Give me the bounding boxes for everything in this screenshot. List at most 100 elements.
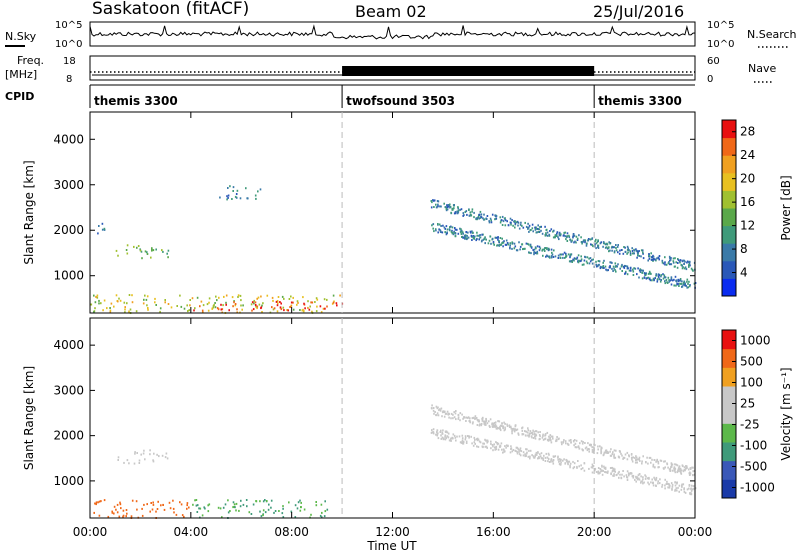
power-point — [218, 296, 220, 299]
power-point — [273, 307, 276, 310]
power-point — [133, 245, 135, 248]
velocity-point — [674, 488, 677, 491]
power-point — [684, 282, 686, 285]
power-point — [572, 233, 575, 236]
power-point — [669, 263, 671, 266]
velocity-point — [315, 501, 317, 503]
velocity-point — [141, 514, 144, 517]
velocity-point — [690, 489, 693, 492]
velocity-point — [510, 447, 513, 450]
velocity-point — [555, 438, 558, 441]
velocity-point — [674, 481, 676, 484]
power-colorbar-swatch — [722, 137, 736, 156]
power-point — [432, 227, 434, 230]
power-colorbar-swatch — [722, 260, 736, 279]
velocity-point — [499, 445, 502, 448]
power-point — [682, 281, 685, 284]
power-point — [507, 243, 510, 246]
power-point — [151, 247, 153, 250]
power-point — [152, 249, 155, 252]
velocity-point — [684, 491, 687, 494]
power-point — [302, 296, 304, 299]
power-point — [146, 253, 149, 255]
velocity-point — [514, 428, 517, 431]
velocity-point — [153, 452, 155, 455]
velocity-point — [451, 437, 454, 440]
velocity-point — [529, 432, 532, 435]
power-point — [616, 265, 618, 268]
velocity-point — [582, 449, 584, 452]
velocity-point — [533, 430, 535, 433]
velocity-point — [607, 470, 609, 473]
power-point — [261, 311, 263, 313]
velocity-point — [574, 446, 577, 449]
power-point — [271, 296, 274, 299]
power-point — [454, 232, 457, 235]
power-point — [254, 194, 257, 197]
velocity-point — [522, 454, 525, 457]
power-point — [543, 248, 546, 251]
velocity-point — [621, 454, 623, 457]
velocity-point — [499, 424, 502, 427]
velocity-point — [488, 424, 491, 427]
velocity-point — [560, 461, 562, 464]
velocity-point — [440, 434, 442, 437]
velocity-point — [559, 463, 562, 466]
power-point — [623, 264, 626, 267]
power-point — [584, 239, 586, 242]
velocity-point — [538, 434, 541, 436]
power-point — [444, 206, 447, 209]
power-point — [650, 252, 652, 255]
velocity-point — [441, 415, 443, 418]
power-point — [478, 238, 480, 241]
power-point — [524, 247, 526, 250]
velocity-point — [486, 422, 489, 425]
power-point — [113, 305, 115, 308]
velocity-point — [448, 416, 450, 419]
power-point — [645, 272, 647, 275]
power-point — [491, 213, 494, 216]
velocity-point — [657, 466, 659, 469]
power-point — [101, 222, 104, 225]
power-point — [535, 226, 537, 229]
power-point — [691, 268, 694, 271]
power-point — [499, 216, 502, 219]
velocity-point — [194, 499, 196, 502]
velocity-point — [636, 476, 638, 479]
velocity-point — [640, 480, 642, 483]
power-point — [445, 232, 448, 235]
velocity-point — [546, 431, 549, 434]
velocity-point — [201, 514, 204, 517]
power-point — [575, 241, 577, 244]
power-point — [208, 301, 210, 304]
velocity-point — [669, 484, 671, 487]
power-point — [559, 253, 562, 256]
power-point — [568, 236, 571, 238]
velocity-point — [538, 456, 540, 458]
power-point — [151, 248, 153, 251]
power-point — [117, 254, 119, 257]
velocity-point — [604, 466, 607, 469]
power-point — [601, 266, 603, 269]
velocity-point — [653, 466, 656, 469]
power-point — [520, 221, 522, 224]
velocity-point — [140, 453, 142, 456]
power-point — [144, 294, 146, 297]
power-point — [668, 261, 670, 264]
power-point — [315, 310, 318, 313]
power-point — [674, 265, 676, 268]
power-point — [689, 284, 691, 287]
velocity-point — [622, 470, 624, 472]
power-point — [534, 252, 537, 254]
power-point — [504, 243, 507, 246]
power-point — [155, 248, 157, 251]
power-point — [139, 248, 141, 251]
power-point — [454, 235, 457, 238]
velocity-point — [552, 460, 554, 463]
power-point — [234, 303, 237, 305]
velocity-point — [664, 466, 666, 469]
velocity-point — [606, 471, 609, 474]
power-point — [569, 253, 572, 256]
power-point — [499, 221, 502, 224]
velocity-point — [612, 469, 614, 472]
